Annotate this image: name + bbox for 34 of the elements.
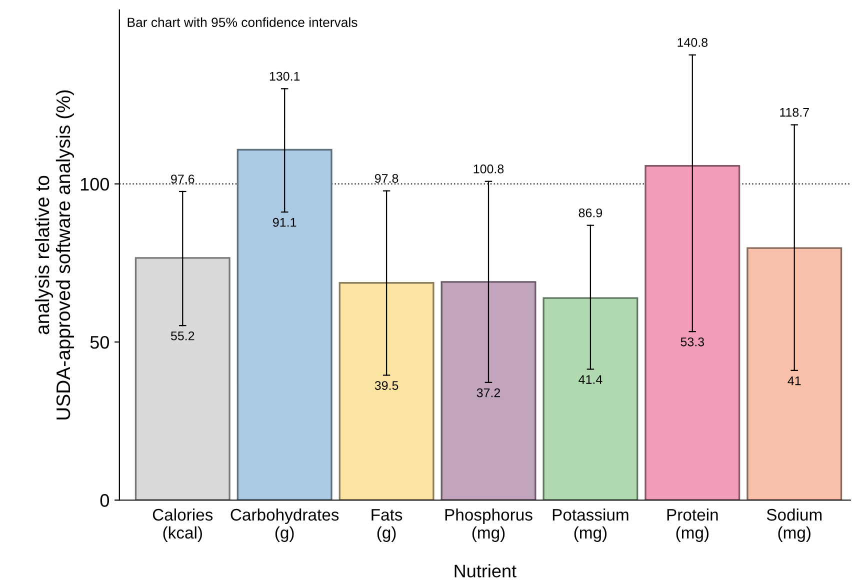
annotation: Bar chart with 95% confidence intervals: [128, 17, 358, 28]
x-axis-title: Nutrient: [454, 564, 516, 578]
bar: [542, 297, 638, 500]
annotation: 97.6: [171, 174, 194, 184]
annotation: 100.8: [474, 164, 504, 174]
y-tick-label: 50: [90, 336, 109, 349]
x-tick-label: Phosphorus (mg): [445, 508, 532, 542]
annotation: 55.2: [170, 331, 194, 340]
annotation: 53.3: [680, 337, 704, 346]
annotation: 86.9: [578, 208, 602, 218]
y-tick-label: 100: [80, 178, 109, 191]
x-tick-label: Calories (kcal): [152, 508, 213, 542]
x-tick-label: Fats (g): [372, 509, 402, 542]
bar: [134, 257, 230, 500]
annotation: 37.2: [476, 388, 500, 398]
annotation: 130.1: [270, 72, 300, 81]
annotation: 140.8: [678, 38, 708, 47]
y-axis-title: analysis relative to USDA-approved software analysis (%): [34, 90, 74, 420]
bar: [746, 247, 842, 500]
bar: [236, 148, 332, 500]
annotation: 118.7: [780, 108, 809, 117]
y-tick-label: 0: [100, 494, 109, 507]
annotation: 39.5: [374, 381, 398, 390]
x-tick-label: Carbohydrates (g): [230, 508, 339, 542]
annotation: 91.1: [273, 218, 296, 227]
annotation: 97.8: [374, 174, 398, 183]
bar: [338, 282, 434, 500]
annotation: 41: [788, 376, 801, 386]
x-tick-label: Protein (mg): [667, 508, 718, 542]
x-tick-label: Sodium (mg): [766, 508, 822, 542]
x-tick-label: Potassium (mg): [552, 508, 628, 542]
bar: [440, 281, 536, 500]
bar: [644, 165, 740, 500]
annotation: 41.4: [578, 375, 602, 384]
